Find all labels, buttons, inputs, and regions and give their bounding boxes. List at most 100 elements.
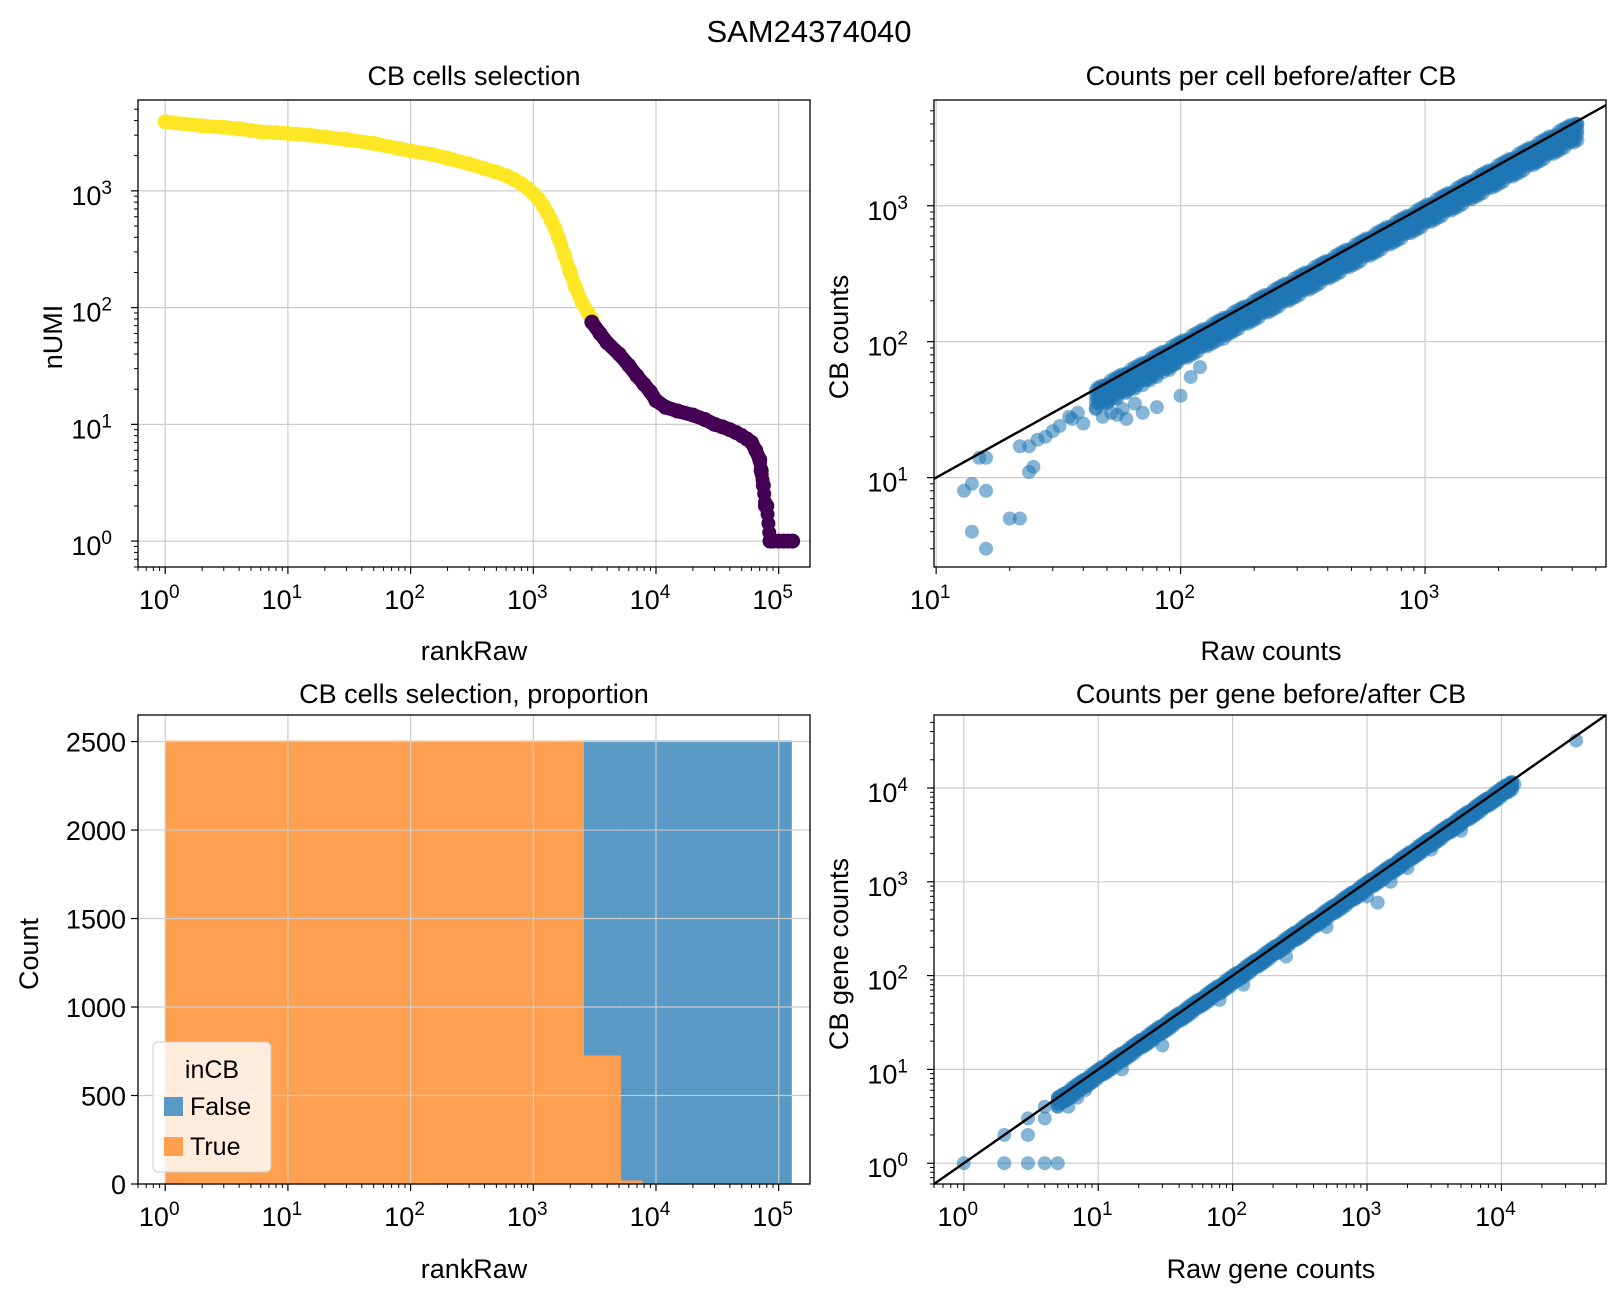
scatter-point bbox=[1236, 977, 1251, 992]
scatter-point bbox=[1020, 1127, 1035, 1142]
scatter-point bbox=[1012, 511, 1027, 526]
scatter-points bbox=[157, 114, 801, 549]
data-point bbox=[338, 132, 354, 148]
data-point bbox=[599, 335, 615, 351]
y-tick-label: 104 bbox=[867, 775, 908, 808]
bar-false bbox=[620, 740, 643, 1181]
x-tick-label: 104 bbox=[630, 582, 671, 615]
y-tick-label: 100 bbox=[71, 528, 112, 561]
x-tick-label: 103 bbox=[507, 582, 548, 615]
y-tick-label: 103 bbox=[71, 178, 112, 211]
scatter-point bbox=[1360, 889, 1375, 904]
data-point bbox=[216, 119, 232, 135]
legend-label-true: True bbox=[190, 1133, 240, 1161]
data-point bbox=[440, 150, 456, 166]
x-tick-label: 103 bbox=[1399, 582, 1440, 615]
scatter-point bbox=[1445, 195, 1460, 210]
x-tick-label: 100 bbox=[938, 1199, 979, 1232]
scatter-point bbox=[1110, 407, 1125, 422]
scatter-point bbox=[1037, 1111, 1052, 1126]
x-tick-label: 102 bbox=[1154, 582, 1195, 615]
x-tick-label: 100 bbox=[139, 1199, 180, 1232]
scatter-point bbox=[1192, 360, 1207, 375]
scatter-point bbox=[997, 1156, 1012, 1171]
scatter-point bbox=[1002, 511, 1017, 526]
axis-ticks: 100 101 102 103 104 105 0 500 1000 1500 2000 2500 bbox=[66, 728, 793, 1232]
x-axis-label: Raw gene counts bbox=[1167, 1254, 1376, 1284]
scatter-point bbox=[1534, 142, 1549, 157]
figure-suptitle: SAM24374040 bbox=[706, 14, 911, 49]
y-tick-label: 1500 bbox=[66, 905, 126, 935]
scatter-point bbox=[1320, 269, 1335, 284]
y-tick-label: 103 bbox=[867, 193, 908, 226]
data-point bbox=[231, 121, 247, 137]
scatter-point bbox=[1212, 992, 1227, 1007]
data-point bbox=[567, 279, 583, 295]
data-point bbox=[584, 314, 600, 330]
data-point bbox=[753, 463, 769, 479]
scatter-point bbox=[1076, 416, 1091, 431]
x-tick-label: 100 bbox=[139, 582, 180, 615]
data-point bbox=[403, 143, 419, 159]
scatter-point bbox=[1319, 919, 1334, 934]
bar-false bbox=[642, 740, 792, 1184]
scatter-point bbox=[1290, 285, 1305, 300]
scatter-point bbox=[1149, 400, 1164, 415]
axis-ticks: 100 101 102 103 104 105 100 101 102 103 bbox=[71, 108, 793, 615]
scatter-point bbox=[964, 524, 979, 539]
x-tick-label: 101 bbox=[262, 1199, 303, 1232]
x-tick-label: 102 bbox=[384, 1199, 425, 1232]
scatter-point bbox=[1406, 218, 1421, 233]
legend-label-false: False bbox=[190, 1093, 251, 1121]
y-tick-label: 100 bbox=[867, 1150, 908, 1183]
x-tick-label: 102 bbox=[384, 582, 425, 615]
scatter-point bbox=[1127, 396, 1142, 411]
scatter-point bbox=[1247, 310, 1262, 325]
data-point bbox=[752, 451, 768, 467]
legend: inCB False True bbox=[152, 1041, 272, 1173]
data-point bbox=[785, 533, 801, 549]
axes-frame bbox=[137, 714, 811, 1185]
legend-title: inCB bbox=[185, 1056, 239, 1084]
y-axis-label: CB gene counts bbox=[824, 858, 854, 1050]
data-point bbox=[685, 407, 701, 423]
scatter-point bbox=[1155, 1038, 1170, 1053]
scatter-point bbox=[1061, 1099, 1076, 1114]
data-point bbox=[290, 126, 306, 142]
axis-ticks: 100 101 102 103 104 100 101 102 103 104 bbox=[867, 721, 1596, 1232]
bar-true bbox=[620, 1180, 643, 1184]
data-point bbox=[550, 229, 566, 245]
x-tick-label: 103 bbox=[507, 1199, 548, 1232]
x-tick-label: 101 bbox=[262, 582, 303, 615]
y-tick-label: 1000 bbox=[66, 993, 126, 1023]
data-point bbox=[670, 403, 686, 419]
data-point bbox=[253, 124, 269, 140]
panel-title: CB cells selection bbox=[367, 61, 580, 91]
data-point bbox=[302, 127, 318, 143]
histogram-bars bbox=[165, 740, 792, 1184]
scatter-point bbox=[1370, 895, 1385, 910]
scatter-point bbox=[964, 476, 979, 491]
scatter-point bbox=[1135, 405, 1150, 420]
x-tick-label: 101 bbox=[1072, 1199, 1113, 1232]
data-point bbox=[759, 498, 775, 514]
gridlines bbox=[934, 100, 1606, 567]
scatter-points bbox=[933, 714, 1607, 1185]
scatter-point bbox=[1037, 1156, 1052, 1171]
data-point bbox=[194, 118, 210, 134]
x-tick-label: 101 bbox=[910, 582, 951, 615]
x-tick-label: 103 bbox=[1341, 1199, 1382, 1232]
x-tick-label: 104 bbox=[1475, 1199, 1516, 1232]
y-axis-label: CB counts bbox=[824, 275, 854, 400]
y-tick-label: 2000 bbox=[66, 816, 126, 846]
data-point bbox=[658, 399, 674, 415]
bar-true bbox=[584, 1055, 621, 1184]
data-point bbox=[562, 264, 578, 280]
y-tick-label: 102 bbox=[867, 963, 908, 996]
identity-line bbox=[933, 104, 1607, 480]
scatter-point bbox=[1216, 331, 1231, 346]
x-axis-label: rankRaw bbox=[421, 636, 528, 666]
legend-swatch-true bbox=[164, 1137, 183, 1156]
panel-cb-cells-selection: CB cells selection 100 101 102 103 104 105100… bbox=[38, 61, 811, 666]
